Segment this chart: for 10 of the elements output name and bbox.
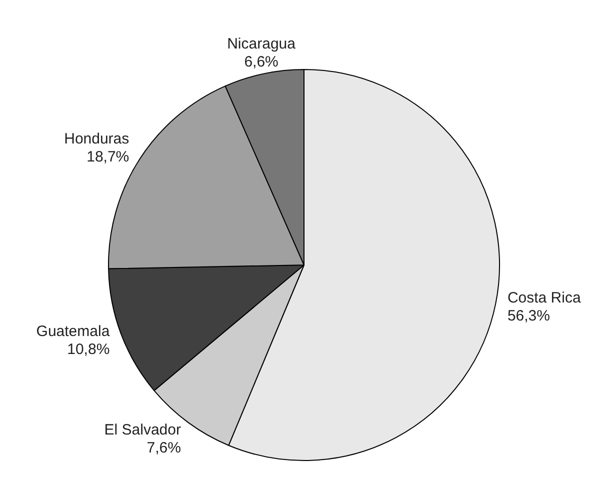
- slice-label: Guatemala: [36, 323, 110, 340]
- slice-label: Honduras: [64, 130, 130, 148]
- slice-label: Nicaragua: [227, 35, 296, 52]
- data-label: 10,8%: [67, 341, 110, 358]
- slice-label: El Salvador: [104, 421, 181, 438]
- data-label: 18,7%: [86, 148, 130, 166]
- data-label: 56,3%: [507, 308, 550, 325]
- data-label: 6,6%: [244, 53, 278, 70]
- data-label: 7,6%: [146, 439, 181, 456]
- slice-label: Costa Rica: [507, 290, 582, 307]
